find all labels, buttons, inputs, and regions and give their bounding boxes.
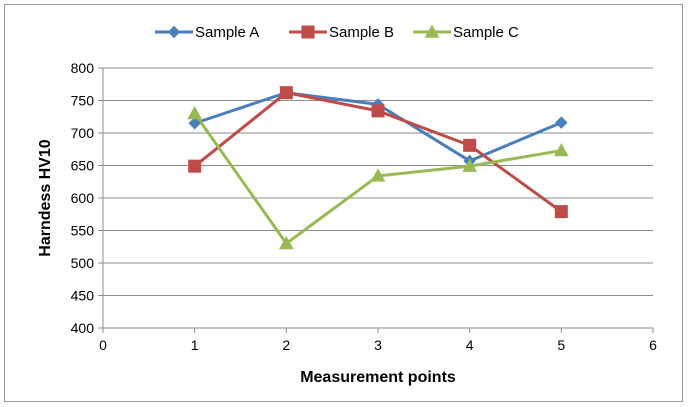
y-tick-label: 700 [71,125,95,141]
legend-item-sample-a: Sample A [155,24,259,41]
legend-swatch-marker [167,25,181,39]
x-tick-label: 2 [282,337,290,353]
x-tick-label: 0 [99,337,107,353]
y-tick-label: 500 [71,255,95,271]
data-point-sample-b [188,159,202,173]
data-point-sample-c [462,158,478,172]
data-point-sample-b [371,104,385,118]
legend-item-sample-b: Sample B [289,24,394,41]
x-tick-label: 1 [191,337,199,353]
legend-label: Sample B [329,24,394,41]
x-tick-label: 3 [374,337,382,353]
data-point-sample-c [553,143,569,157]
axes: 400 450 500 550 600 650 700 750 800 0 1 2 3 4 5 6 [71,60,657,353]
y-tick-label: 450 [71,288,95,304]
data-point-sample-a [555,116,568,129]
x-axis-title: Measurement points [300,369,456,386]
legend-label: Sample A [195,24,259,41]
x-tick-label: 5 [557,337,565,353]
y-tick-label: 650 [71,158,95,174]
y-tick-label: 400 [71,320,95,336]
data-point-sample-b [554,205,568,219]
y-axis-title: Harndess HV10 [37,139,54,256]
legend: Sample A Sample B Sample C [155,24,519,41]
data-point-sample-c [187,105,203,120]
data-point-sample-c [278,235,294,250]
data-point-sample-a [188,117,201,130]
x-tick-label: 6 [649,337,657,353]
legend-item-sample-c: Sample C [413,24,519,41]
y-tick-label: 750 [71,93,95,109]
legend-swatch-marker [424,24,440,38]
data-markers [187,86,569,250]
y-tick-label: 800 [71,60,95,76]
data-point-sample-b [279,86,293,100]
legend-swatch-marker [301,25,315,39]
data-point-sample-b [463,138,477,152]
legend-label: Sample C [453,24,519,41]
data-point-sample-c [370,168,386,182]
y-tick-label: 550 [71,223,95,239]
y-tick-label: 600 [71,190,95,206]
x-tick-label: 4 [466,337,474,353]
